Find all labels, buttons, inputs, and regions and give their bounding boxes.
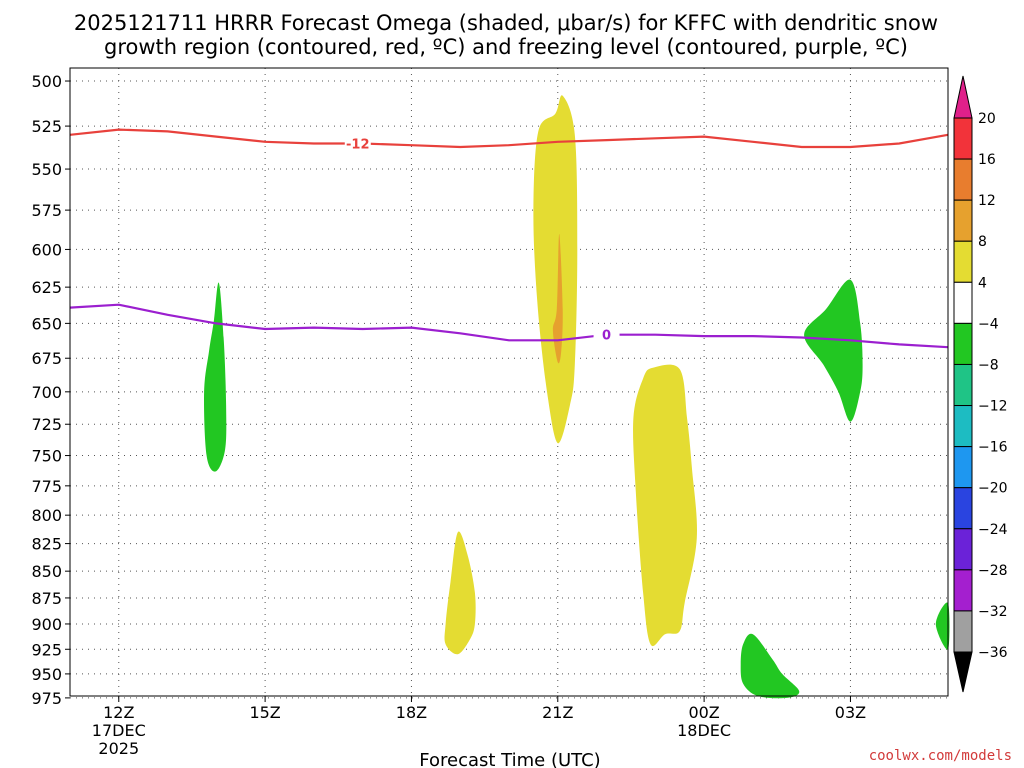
y-tick-label: 675 bbox=[31, 349, 62, 368]
x-axis-label: Forecast Time (UTC) bbox=[419, 750, 600, 768]
omega-shaded-region bbox=[444, 531, 476, 655]
colorbar-swatch bbox=[953, 569, 973, 612]
colorbar-swatch bbox=[953, 610, 973, 653]
y-tick-label: 650 bbox=[31, 314, 62, 333]
y-tick-label: 750 bbox=[31, 447, 62, 466]
gridlines bbox=[70, 68, 948, 699]
omega-shaded-region bbox=[552, 233, 563, 364]
omega-shaded-region bbox=[533, 95, 578, 444]
y-tick-label: 775 bbox=[31, 477, 62, 496]
colorbar-label: −12 bbox=[978, 399, 1008, 415]
colorbar-swatch bbox=[953, 363, 973, 407]
y-tick-label: 625 bbox=[31, 278, 62, 297]
plot-frame bbox=[69, 67, 949, 697]
contour-label-bg bbox=[593, 326, 620, 343]
colorbar-label: −16 bbox=[978, 440, 1008, 456]
colorbar-top-arrow bbox=[953, 75, 973, 119]
omega-shaded-region bbox=[204, 282, 227, 472]
colorbar-swatch bbox=[953, 487, 973, 530]
credit-text: coolwx.com/models bbox=[869, 748, 1012, 764]
colorbar-label: −4 bbox=[978, 316, 999, 332]
omega-shading bbox=[204, 95, 950, 699]
colorbar-label: 16 bbox=[978, 152, 996, 168]
colorbar-bottom-arrow bbox=[953, 651, 973, 693]
contour-label: -12 bbox=[346, 138, 370, 153]
omega-shaded-region bbox=[935, 602, 950, 650]
colorbar-label: −32 bbox=[978, 604, 1008, 620]
x-tick-label: 21Z bbox=[542, 703, 573, 722]
colorbar-label: 20 bbox=[978, 111, 996, 127]
y-tick-label: 500 bbox=[31, 72, 62, 91]
y-tick-label: 600 bbox=[31, 240, 62, 259]
y-tick-label: 850 bbox=[31, 562, 62, 581]
y-tick-label: 575 bbox=[31, 201, 62, 220]
y-tick-label: 875 bbox=[31, 589, 62, 608]
y-tick-label: 550 bbox=[31, 160, 62, 179]
y-tick-label: 950 bbox=[31, 665, 62, 684]
colorbar-swatch bbox=[953, 446, 973, 489]
y-tick-label: 925 bbox=[31, 640, 62, 659]
colorbar-legend: 20 16 12 8 4 −4 −8 −12 −16 −20 −24 −28 −32 −36 bbox=[953, 75, 1008, 693]
colorbar-label: 4 bbox=[978, 275, 987, 291]
y-tick-label: 825 bbox=[31, 535, 62, 554]
y-tick-label: 975 bbox=[31, 689, 62, 708]
colorbar-swatch bbox=[953, 199, 973, 242]
colorbar-swatch bbox=[953, 240, 973, 283]
colorbar-label: −24 bbox=[978, 522, 1008, 538]
y-tick-label: 900 bbox=[31, 615, 62, 634]
y-tick-label: 725 bbox=[31, 415, 62, 434]
omega-shaded-region bbox=[740, 633, 800, 699]
colorbar-label: −8 bbox=[978, 357, 999, 373]
x-tick-label: 17DEC bbox=[92, 721, 146, 740]
y-tick-label: 525 bbox=[31, 117, 62, 136]
colorbar-swatch bbox=[953, 158, 973, 201]
omega-shaded-region bbox=[633, 364, 698, 647]
colorbar-label: 12 bbox=[978, 193, 996, 209]
colorbar-label: −36 bbox=[978, 645, 1008, 661]
chart-title-line1: 2025121711 HRRR Forecast Omega (shaded, … bbox=[74, 11, 938, 35]
omega-shaded-region bbox=[804, 279, 863, 422]
x-tick-label: 15Z bbox=[249, 703, 280, 722]
colorbar-swatch bbox=[953, 528, 973, 571]
x-tick-label: 03Z bbox=[835, 703, 866, 722]
isotherm-contours: -12 0 bbox=[69, 128, 949, 349]
colorbar-swatch bbox=[953, 281, 973, 324]
x-tick-label: 18Z bbox=[396, 703, 427, 722]
colorbar-label: −20 bbox=[978, 481, 1008, 497]
colorbar-swatch bbox=[953, 322, 973, 365]
y-tick-label: 800 bbox=[31, 506, 62, 525]
y-axis-ticks: 500 525 550 575 600 625 650 675 700 725 750 775 800 8… bbox=[31, 72, 70, 708]
contour-line bbox=[69, 303, 949, 349]
y-tick-label: 700 bbox=[31, 383, 62, 402]
x-tick-label: 18DEC bbox=[677, 721, 731, 740]
colorbar-label: 8 bbox=[978, 234, 987, 250]
x-tick-label: 12Z bbox=[103, 703, 134, 722]
x-tick-label: 00Z bbox=[688, 703, 719, 722]
contour-line bbox=[69, 128, 949, 149]
contour-label-bg bbox=[344, 135, 371, 152]
chart-title-line2: growth region (contoured, red, ºC) and f… bbox=[104, 35, 908, 59]
colorbar-label: −28 bbox=[978, 563, 1008, 579]
colorbar-swatch bbox=[953, 117, 973, 160]
contour-label: 0 bbox=[602, 329, 611, 344]
colorbar-swatch bbox=[953, 405, 973, 448]
x-tick-label: 2025 bbox=[98, 739, 139, 758]
